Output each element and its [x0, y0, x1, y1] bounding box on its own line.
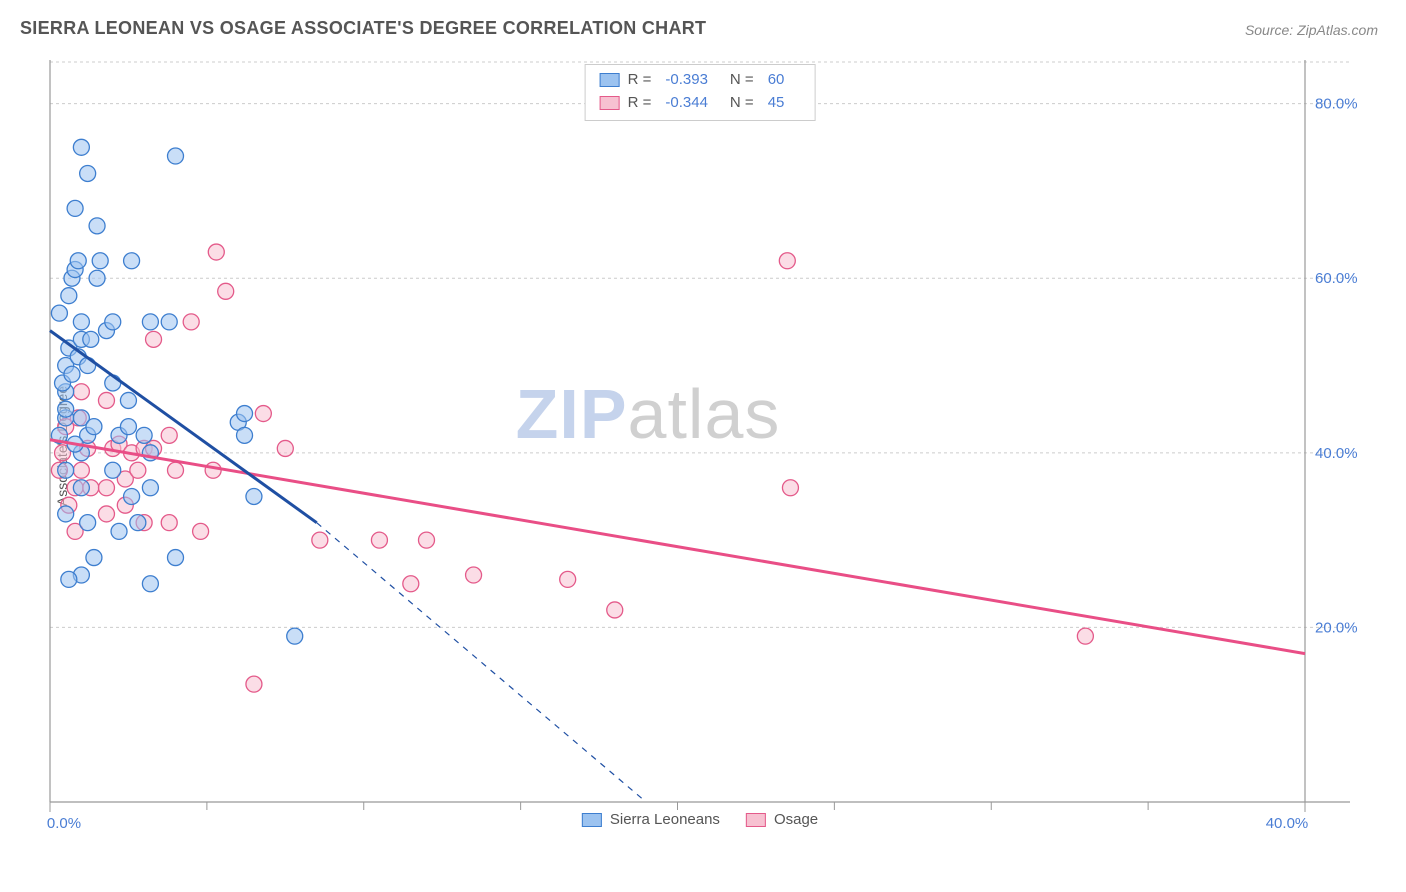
- osage-point: [146, 331, 162, 347]
- legend-swatch-blue: [582, 813, 602, 827]
- osage-point: [161, 427, 177, 443]
- sierra-leonean-point: [73, 314, 89, 330]
- legend-n-label: N =: [730, 92, 754, 115]
- osage-point: [277, 440, 293, 456]
- osage-point: [161, 515, 177, 531]
- sierra-leonean-point: [80, 165, 96, 181]
- sierra-leonean-point: [136, 427, 152, 443]
- series-legend: Sierra Leoneans Osage: [582, 811, 818, 828]
- sierra-leonean-point: [86, 550, 102, 566]
- sierra-leonean-point: [246, 488, 262, 504]
- osage-point: [560, 571, 576, 587]
- sierra-leonean-point: [124, 488, 140, 504]
- osage-point: [371, 532, 387, 548]
- osage-point: [419, 532, 435, 548]
- sierra-leonean-point: [64, 366, 80, 382]
- sierra-leonean-point: [58, 506, 74, 522]
- sierra-leonean-point: [89, 270, 105, 286]
- sierra-leonean-point: [86, 419, 102, 435]
- source-attr: Source: ZipAtlas.com: [1245, 22, 1378, 38]
- osage-point: [1077, 628, 1093, 644]
- sierra-leonean-point: [83, 331, 99, 347]
- legend-swatch-blue: [600, 73, 620, 87]
- osage-point: [73, 384, 89, 400]
- osage-point: [403, 576, 419, 592]
- plot-area: 20.0%40.0%60.0%80.0%0.0%40.0% R =-0.393N…: [50, 60, 1350, 830]
- osage-point: [130, 462, 146, 478]
- legend-r-label: R =: [628, 69, 652, 92]
- sierra-leonean-point: [111, 523, 127, 539]
- osage-point: [246, 676, 262, 692]
- legend-r-value: -0.393: [665, 69, 708, 92]
- x-tick-label: 0.0%: [47, 815, 81, 832]
- osage-point: [782, 480, 798, 496]
- sierra-leonean-point: [168, 550, 184, 566]
- sierra-leonean-point: [142, 576, 158, 592]
- y-tick-label: 60.0%: [1315, 270, 1358, 287]
- sierra-leonean-point: [124, 253, 140, 269]
- osage-point: [193, 523, 209, 539]
- sierra-leonean-point: [161, 314, 177, 330]
- legend-n-label: N =: [730, 69, 754, 92]
- sierra-leonean-point: [58, 462, 74, 478]
- sierra-leonean-point: [51, 305, 67, 321]
- osage-point: [168, 462, 184, 478]
- sierra-leonean-point: [73, 480, 89, 496]
- sierra-leonean-point: [120, 419, 136, 435]
- sierra-leonean-point: [70, 253, 86, 269]
- sierra-leonean-trendline-extrap: [317, 523, 646, 802]
- osage-point: [98, 506, 114, 522]
- osage-point: [98, 392, 114, 408]
- sierra-leonean-point: [142, 314, 158, 330]
- series-legend-item: Sierra Leoneans: [582, 811, 720, 828]
- scatter-chart-svg: 20.0%40.0%60.0%80.0%0.0%40.0%: [50, 60, 1350, 830]
- sierra-leonean-point: [105, 314, 121, 330]
- osage-point: [466, 567, 482, 583]
- sierra-leonean-point: [89, 218, 105, 234]
- osage-point: [73, 462, 89, 478]
- osage-point: [255, 406, 271, 422]
- legend-n-value: 45: [768, 92, 785, 115]
- series-legend-item: Osage: [746, 811, 818, 828]
- sierra-leonean-point: [58, 401, 74, 417]
- sierra-leonean-point: [120, 392, 136, 408]
- sierra-leonean-point: [61, 288, 77, 304]
- osage-point: [218, 283, 234, 299]
- series-legend-label: Sierra Leoneans: [610, 811, 720, 828]
- osage-point: [312, 532, 328, 548]
- series-legend-label: Osage: [774, 811, 818, 828]
- sierra-leonean-point: [287, 628, 303, 644]
- x-tick-label: 40.0%: [1266, 815, 1309, 832]
- legend-row: R = -0.393 N = 60: [600, 69, 799, 92]
- correlation-legend: R = -0.393 N = 60 R = -0.344 N = 45: [585, 64, 816, 121]
- legend-row: R = -0.344 N = 45: [600, 92, 799, 115]
- sierra-leonean-point: [130, 515, 146, 531]
- osage-point: [208, 244, 224, 260]
- legend-r-value: -0.344: [665, 92, 708, 115]
- chart-title: SIERRA LEONEAN VS OSAGE ASSOCIATE'S DEGR…: [20, 18, 706, 39]
- legend-r-label: R =: [628, 92, 652, 115]
- y-tick-label: 20.0%: [1315, 619, 1358, 636]
- y-tick-label: 40.0%: [1315, 445, 1358, 462]
- osage-point: [183, 314, 199, 330]
- osage-point: [607, 602, 623, 618]
- sierra-leonean-point: [168, 148, 184, 164]
- sierra-leonean-point: [105, 462, 121, 478]
- legend-swatch-pink: [746, 813, 766, 827]
- osage-point: [779, 253, 795, 269]
- sierra-leonean-point: [92, 253, 108, 269]
- sierra-leonean-point: [67, 200, 83, 216]
- osage-point: [205, 462, 221, 478]
- sierra-leonean-point: [142, 480, 158, 496]
- legend-n-value: 60: [768, 69, 785, 92]
- sierra-leonean-point: [237, 427, 253, 443]
- sierra-leonean-point: [80, 515, 96, 531]
- sierra-leonean-point: [73, 139, 89, 155]
- y-tick-label: 80.0%: [1315, 96, 1358, 113]
- sierra-leonean-point: [237, 406, 253, 422]
- legend-swatch-pink: [600, 96, 620, 110]
- sierra-leonean-point: [61, 571, 77, 587]
- osage-trendline: [50, 440, 1305, 654]
- osage-point: [98, 480, 114, 496]
